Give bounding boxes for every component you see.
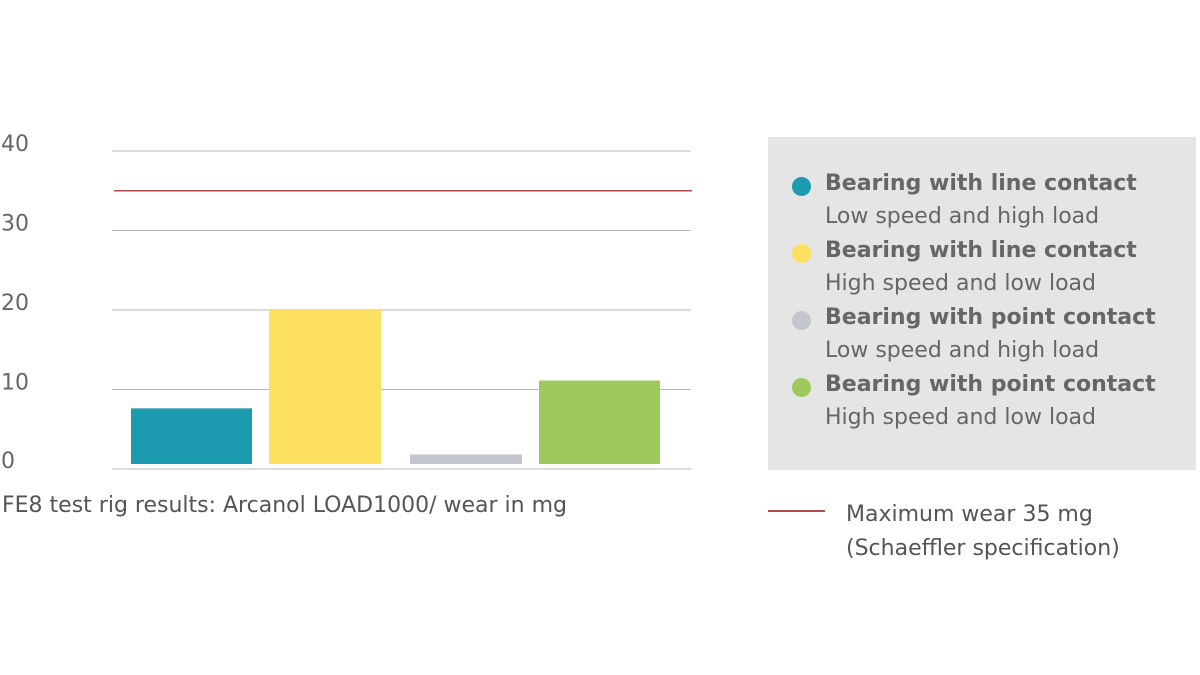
y-tick-label: 30: [1, 212, 29, 237]
legend-title: Bearing with point contact: [825, 372, 1156, 397]
legend-swatch: [792, 244, 811, 263]
legend: Bearing with line contact Low speed and …: [768, 137, 1196, 470]
legend-subtitle: High speed and low load: [825, 405, 1096, 430]
legend-title: Bearing with line contact: [825, 171, 1137, 196]
legend-subtitle: Low speed and high load: [825, 204, 1100, 229]
reference-line-label-line2: (Schaeffler specification): [846, 536, 1120, 561]
legend-subtitle: Low speed and high load: [825, 338, 1100, 363]
legend-subtitle: High speed and low load: [825, 271, 1096, 296]
legend-swatch: [792, 177, 811, 196]
bar: [539, 380, 660, 464]
legend-swatch: [792, 311, 811, 330]
legend-title: Bearing with line contact: [825, 238, 1137, 263]
reference-line-label-line1: Maximum wear 35 mg: [846, 502, 1093, 527]
bar: [131, 408, 252, 464]
chart-caption: FE8 test rig results: Arcanol LOAD1000/ …: [2, 493, 567, 518]
y-tick-label: 40: [1, 132, 29, 157]
reference-line-swatch: [768, 510, 825, 512]
bar: [410, 454, 522, 464]
y-tick-label: 0: [1, 449, 15, 474]
legend-title: Bearing with point contact: [825, 305, 1156, 330]
bar: [269, 308, 381, 464]
y-tick-label: 10: [1, 371, 29, 396]
legend-swatch: [792, 378, 811, 397]
reference-line-label: Maximum wear 35 mg (Schaeffler specifica…: [846, 498, 1120, 566]
y-tick-label: 20: [1, 291, 29, 316]
